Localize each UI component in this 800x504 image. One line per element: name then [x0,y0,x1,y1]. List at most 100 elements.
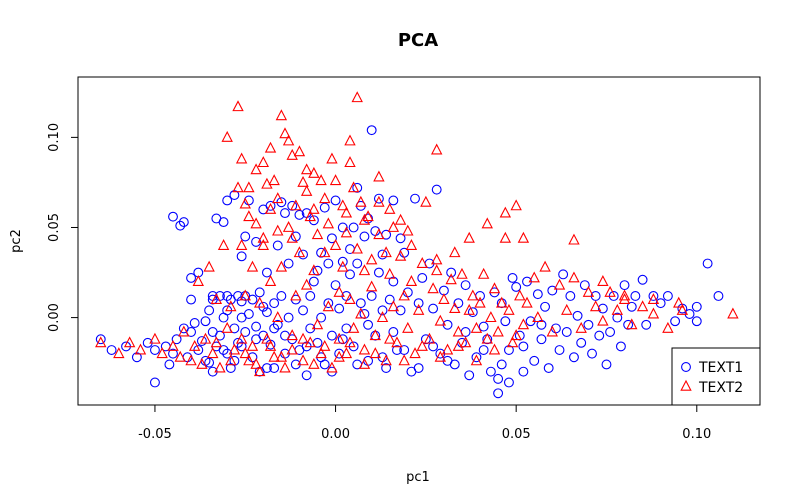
text2-point [506,336,519,348]
text1-point [529,355,540,366]
text2-point [272,192,284,204]
text1-point [377,305,388,316]
text2-point [485,311,497,323]
text1-point [352,258,363,269]
text2-point [344,336,356,348]
text1-point [702,258,713,269]
text1-point [384,294,395,305]
x-tick-label: 0.05 [502,427,531,442]
text1-point [276,291,287,301]
text2-point [528,271,540,283]
text2-point [362,210,374,222]
text1-point [377,249,388,260]
text2-point [351,242,363,254]
text2-point [315,347,327,359]
text2-point [228,343,241,355]
text1-point [326,330,337,341]
text1-point [543,363,554,374]
text2-point [423,332,436,344]
text2-point [308,202,320,214]
text1-point [149,345,160,355]
text2-point [192,275,204,286]
text2-point [235,332,248,344]
text2-point [279,127,291,139]
text2-point [459,336,472,348]
text2-point [358,213,371,225]
text1-point [601,359,612,370]
text1-point [388,327,399,337]
text1-point [178,323,189,334]
text1-point [500,316,511,327]
text2-point [311,318,324,330]
text2-point [232,100,244,112]
text2-point [167,339,179,351]
y-tick-label: 0.10 [47,123,62,152]
text2-point [311,228,324,240]
text2-point [286,231,298,243]
text2-point [420,195,432,207]
text2-point [239,197,251,209]
text1-point [200,316,211,327]
text1-point [417,272,428,283]
text1-point [298,305,308,316]
text2-point [647,307,660,319]
text2-point [380,354,392,366]
text2-point [510,199,522,211]
text1-point [395,233,406,244]
text2-point [178,325,190,337]
text2-point [647,293,660,305]
legend-label-text2: TEXT2 [698,380,743,396]
text2-point [326,361,338,373]
text2-point [347,321,360,333]
text2-point [290,289,302,301]
text1-point [261,307,272,318]
text1-point [713,291,724,301]
text1-point [149,377,160,388]
text2-point [344,156,356,168]
text1-point [334,303,345,314]
text2-point [250,163,262,175]
text2-point [217,239,230,250]
text2-point [297,332,309,344]
text2-point [365,280,378,292]
text2-point [253,296,266,308]
text2-point [380,246,392,258]
text1-point [316,312,327,323]
text2-point [384,267,396,279]
text2-point [517,231,530,243]
text1-point [583,319,594,330]
text2-point [434,314,447,326]
text1-point [323,258,334,269]
text1-point [518,341,529,352]
text2-point [257,156,270,168]
text2-point [394,249,407,261]
text2-point [398,354,410,366]
text2-point [496,296,508,308]
y-axis: 0.00 0.05 0.10 [47,123,78,332]
text1-point [373,193,384,204]
text2-point [438,293,450,305]
text2-point [149,332,161,344]
text2-point [539,260,551,272]
text2-point [673,296,685,308]
text1-point [240,231,251,242]
text2-point [449,302,461,314]
text2-point [546,325,559,337]
text2-point [532,311,544,323]
text1-point [446,267,457,278]
text1-point [561,327,572,337]
text1-point [637,274,648,285]
text1-point [428,303,439,314]
text2-point [319,339,331,351]
x-tick-label: -0.05 [138,427,172,442]
text2-point [456,267,468,279]
text2-point [597,314,609,326]
text2-point [282,134,295,146]
text1-point [269,363,280,374]
text2-point [246,260,259,272]
text2-point [246,339,259,351]
text1-point [518,366,529,377]
text1-point [218,217,229,228]
text2-point [340,226,353,238]
